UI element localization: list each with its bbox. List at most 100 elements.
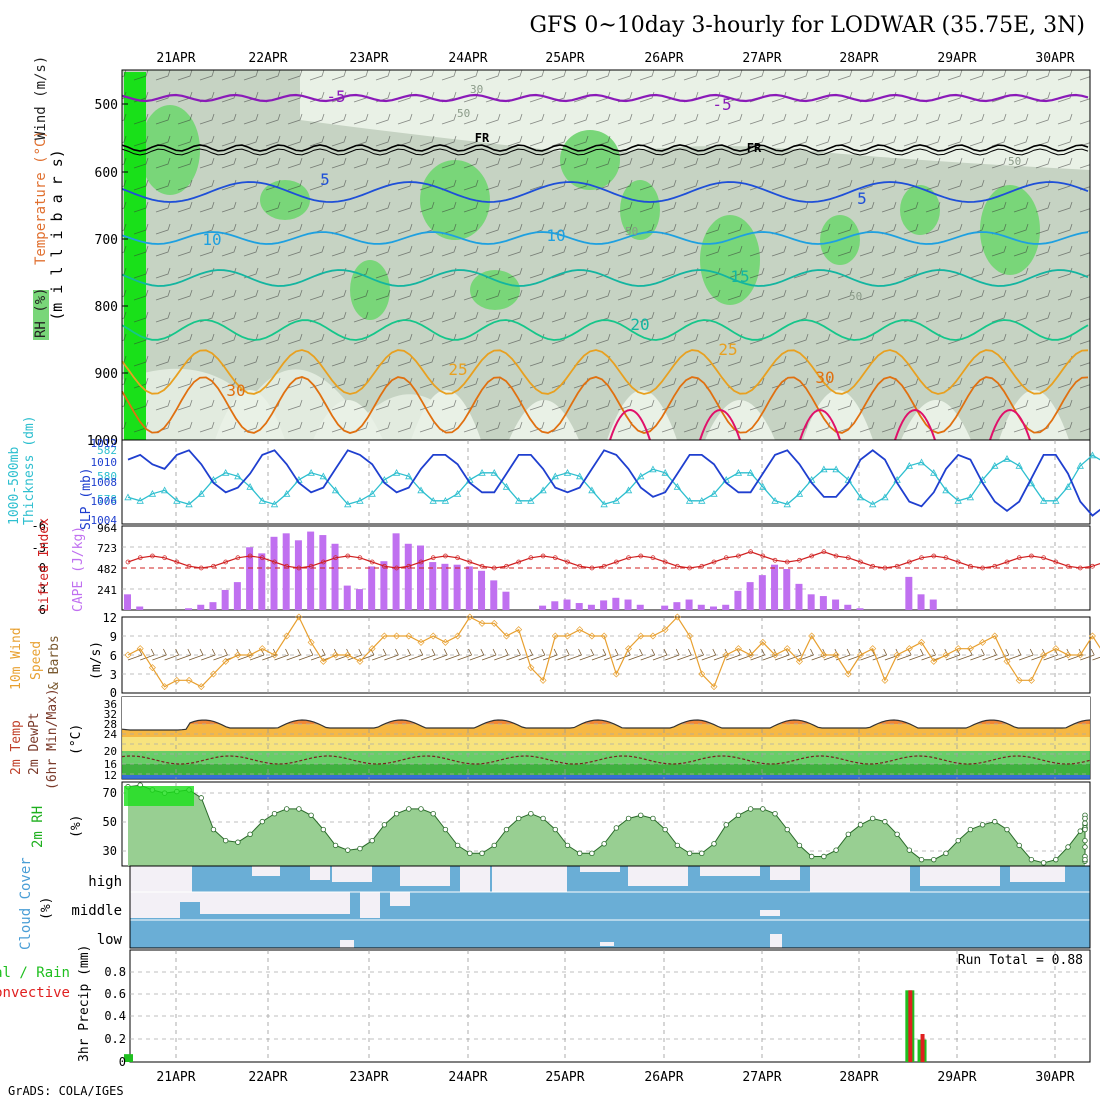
wind-barb bbox=[628, 648, 643, 661]
temp-tick: 32 bbox=[104, 708, 117, 721]
isotherm-5 bbox=[121, 181, 1089, 203]
temp-tick: 20 bbox=[104, 745, 117, 758]
wind-barb bbox=[665, 648, 680, 661]
rh-marker bbox=[540, 815, 546, 822]
date-label-top: 28APR bbox=[839, 51, 878, 66]
contour-label: 5 bbox=[857, 189, 867, 208]
cape-bar bbox=[478, 570, 486, 610]
rh-marker bbox=[430, 810, 436, 817]
rh-marker bbox=[674, 842, 681, 849]
thickness-marker bbox=[795, 489, 804, 497]
cape-bar bbox=[697, 604, 705, 610]
wind-speed-marker bbox=[661, 626, 669, 634]
cape-bar bbox=[734, 590, 742, 610]
rh-legend-label: RH (%) bbox=[33, 287, 49, 338]
wind-speed-marker bbox=[405, 632, 413, 640]
cape-bar bbox=[710, 606, 717, 610]
lifted-index-label: Lifted Index bbox=[37, 518, 52, 612]
cape-bar bbox=[404, 543, 412, 610]
wind-speed-marker bbox=[783, 645, 791, 653]
rh-marker bbox=[1053, 856, 1059, 863]
thickness-marker bbox=[746, 468, 755, 476]
wind-speed-marker bbox=[429, 632, 437, 640]
wind-speed-marker bbox=[344, 651, 352, 659]
cloud-level-high: high bbox=[88, 874, 122, 890]
cloud-panel: high middle low Cloud Cover (%) bbox=[18, 857, 1091, 950]
lifted-index-marker bbox=[272, 559, 277, 565]
rh-marker bbox=[454, 842, 461, 849]
thickness-marker bbox=[258, 496, 266, 504]
thickness-marker bbox=[1064, 482, 1072, 490]
rh-marker bbox=[393, 810, 400, 817]
cape-bar bbox=[551, 601, 559, 610]
isotherm-35 bbox=[894, 409, 936, 441]
date-label-bottom: 26APR bbox=[644, 1070, 683, 1085]
wind-barb bbox=[1080, 648, 1095, 661]
cape-bar bbox=[197, 604, 205, 610]
cape-bar bbox=[270, 536, 278, 610]
slp-tick: 1012 bbox=[91, 437, 118, 450]
precip-grid bbox=[122, 950, 1090, 1062]
rh-marker bbox=[320, 826, 327, 833]
wind-tick: 6 bbox=[110, 649, 117, 663]
wind-speed-marker bbox=[417, 638, 425, 646]
thickness-marker bbox=[869, 500, 877, 508]
rh-marker bbox=[784, 826, 790, 833]
cape-bar bbox=[319, 535, 327, 610]
wind-tick: 3 bbox=[110, 668, 117, 682]
cape-tick: 964 bbox=[97, 522, 117, 535]
isotherm-35 bbox=[989, 409, 1031, 441]
cape-bar bbox=[441, 563, 449, 610]
date-label-top: 21APR bbox=[156, 51, 195, 66]
rh-marker bbox=[247, 831, 253, 838]
thickness-marker bbox=[881, 493, 889, 501]
cape-bar bbox=[490, 580, 498, 610]
precip-tick: 0.4 bbox=[104, 1009, 126, 1023]
thickness-tick: 580 bbox=[97, 470, 117, 483]
wind-speed-marker bbox=[490, 619, 498, 627]
rh-marker bbox=[638, 812, 644, 818]
thickness-marker bbox=[453, 489, 462, 497]
wind-speed-marker bbox=[710, 683, 718, 691]
cloud-clear-gap bbox=[340, 940, 354, 948]
rh-marker bbox=[894, 831, 900, 838]
isotherm-freezing bbox=[121, 148, 1089, 156]
lifted-index-marker bbox=[369, 559, 375, 565]
cape-bar bbox=[624, 599, 632, 610]
lifted-index-marker bbox=[174, 559, 180, 565]
rh-contour-label: 50 bbox=[849, 290, 862, 303]
cape-bar bbox=[294, 540, 302, 610]
wind-barb bbox=[677, 648, 692, 661]
wind-speed-marker bbox=[564, 632, 571, 640]
thickness-marker bbox=[966, 493, 975, 501]
rh-marker bbox=[943, 850, 949, 857]
date-label-bottom: 29APR bbox=[937, 1070, 976, 1085]
thickness-label-2: Thickness (dm) bbox=[22, 415, 37, 525]
wind-barb bbox=[872, 648, 888, 661]
cape-tick: 241 bbox=[97, 584, 117, 597]
rh-marker bbox=[625, 815, 632, 822]
cape-bar bbox=[587, 604, 595, 610]
rh-marker bbox=[259, 818, 265, 825]
thickness-marker bbox=[771, 496, 779, 504]
date-label-bottom: 24APR bbox=[448, 1070, 487, 1085]
cape-bar bbox=[417, 545, 424, 610]
rh2m-axis: 70 50 30 bbox=[103, 786, 117, 858]
wind-speed-marker bbox=[966, 645, 974, 653]
thickness-marker bbox=[820, 465, 828, 473]
thickness-marker bbox=[1015, 461, 1023, 469]
temp-tick: 24 bbox=[104, 728, 118, 741]
wind-barb bbox=[347, 648, 363, 661]
lifted-index-marker bbox=[906, 559, 912, 565]
lifted-index-marker bbox=[1053, 559, 1059, 565]
wind-barb bbox=[396, 648, 411, 661]
rh-marker bbox=[882, 818, 888, 825]
temp-color-band bbox=[122, 751, 1090, 764]
isotherm-30 bbox=[121, 376, 1089, 434]
lifted-index-tick: -3 bbox=[32, 541, 46, 555]
dewpoint-line bbox=[121, 755, 1091, 765]
wind-barb bbox=[201, 648, 216, 661]
rh-marker bbox=[650, 815, 656, 822]
